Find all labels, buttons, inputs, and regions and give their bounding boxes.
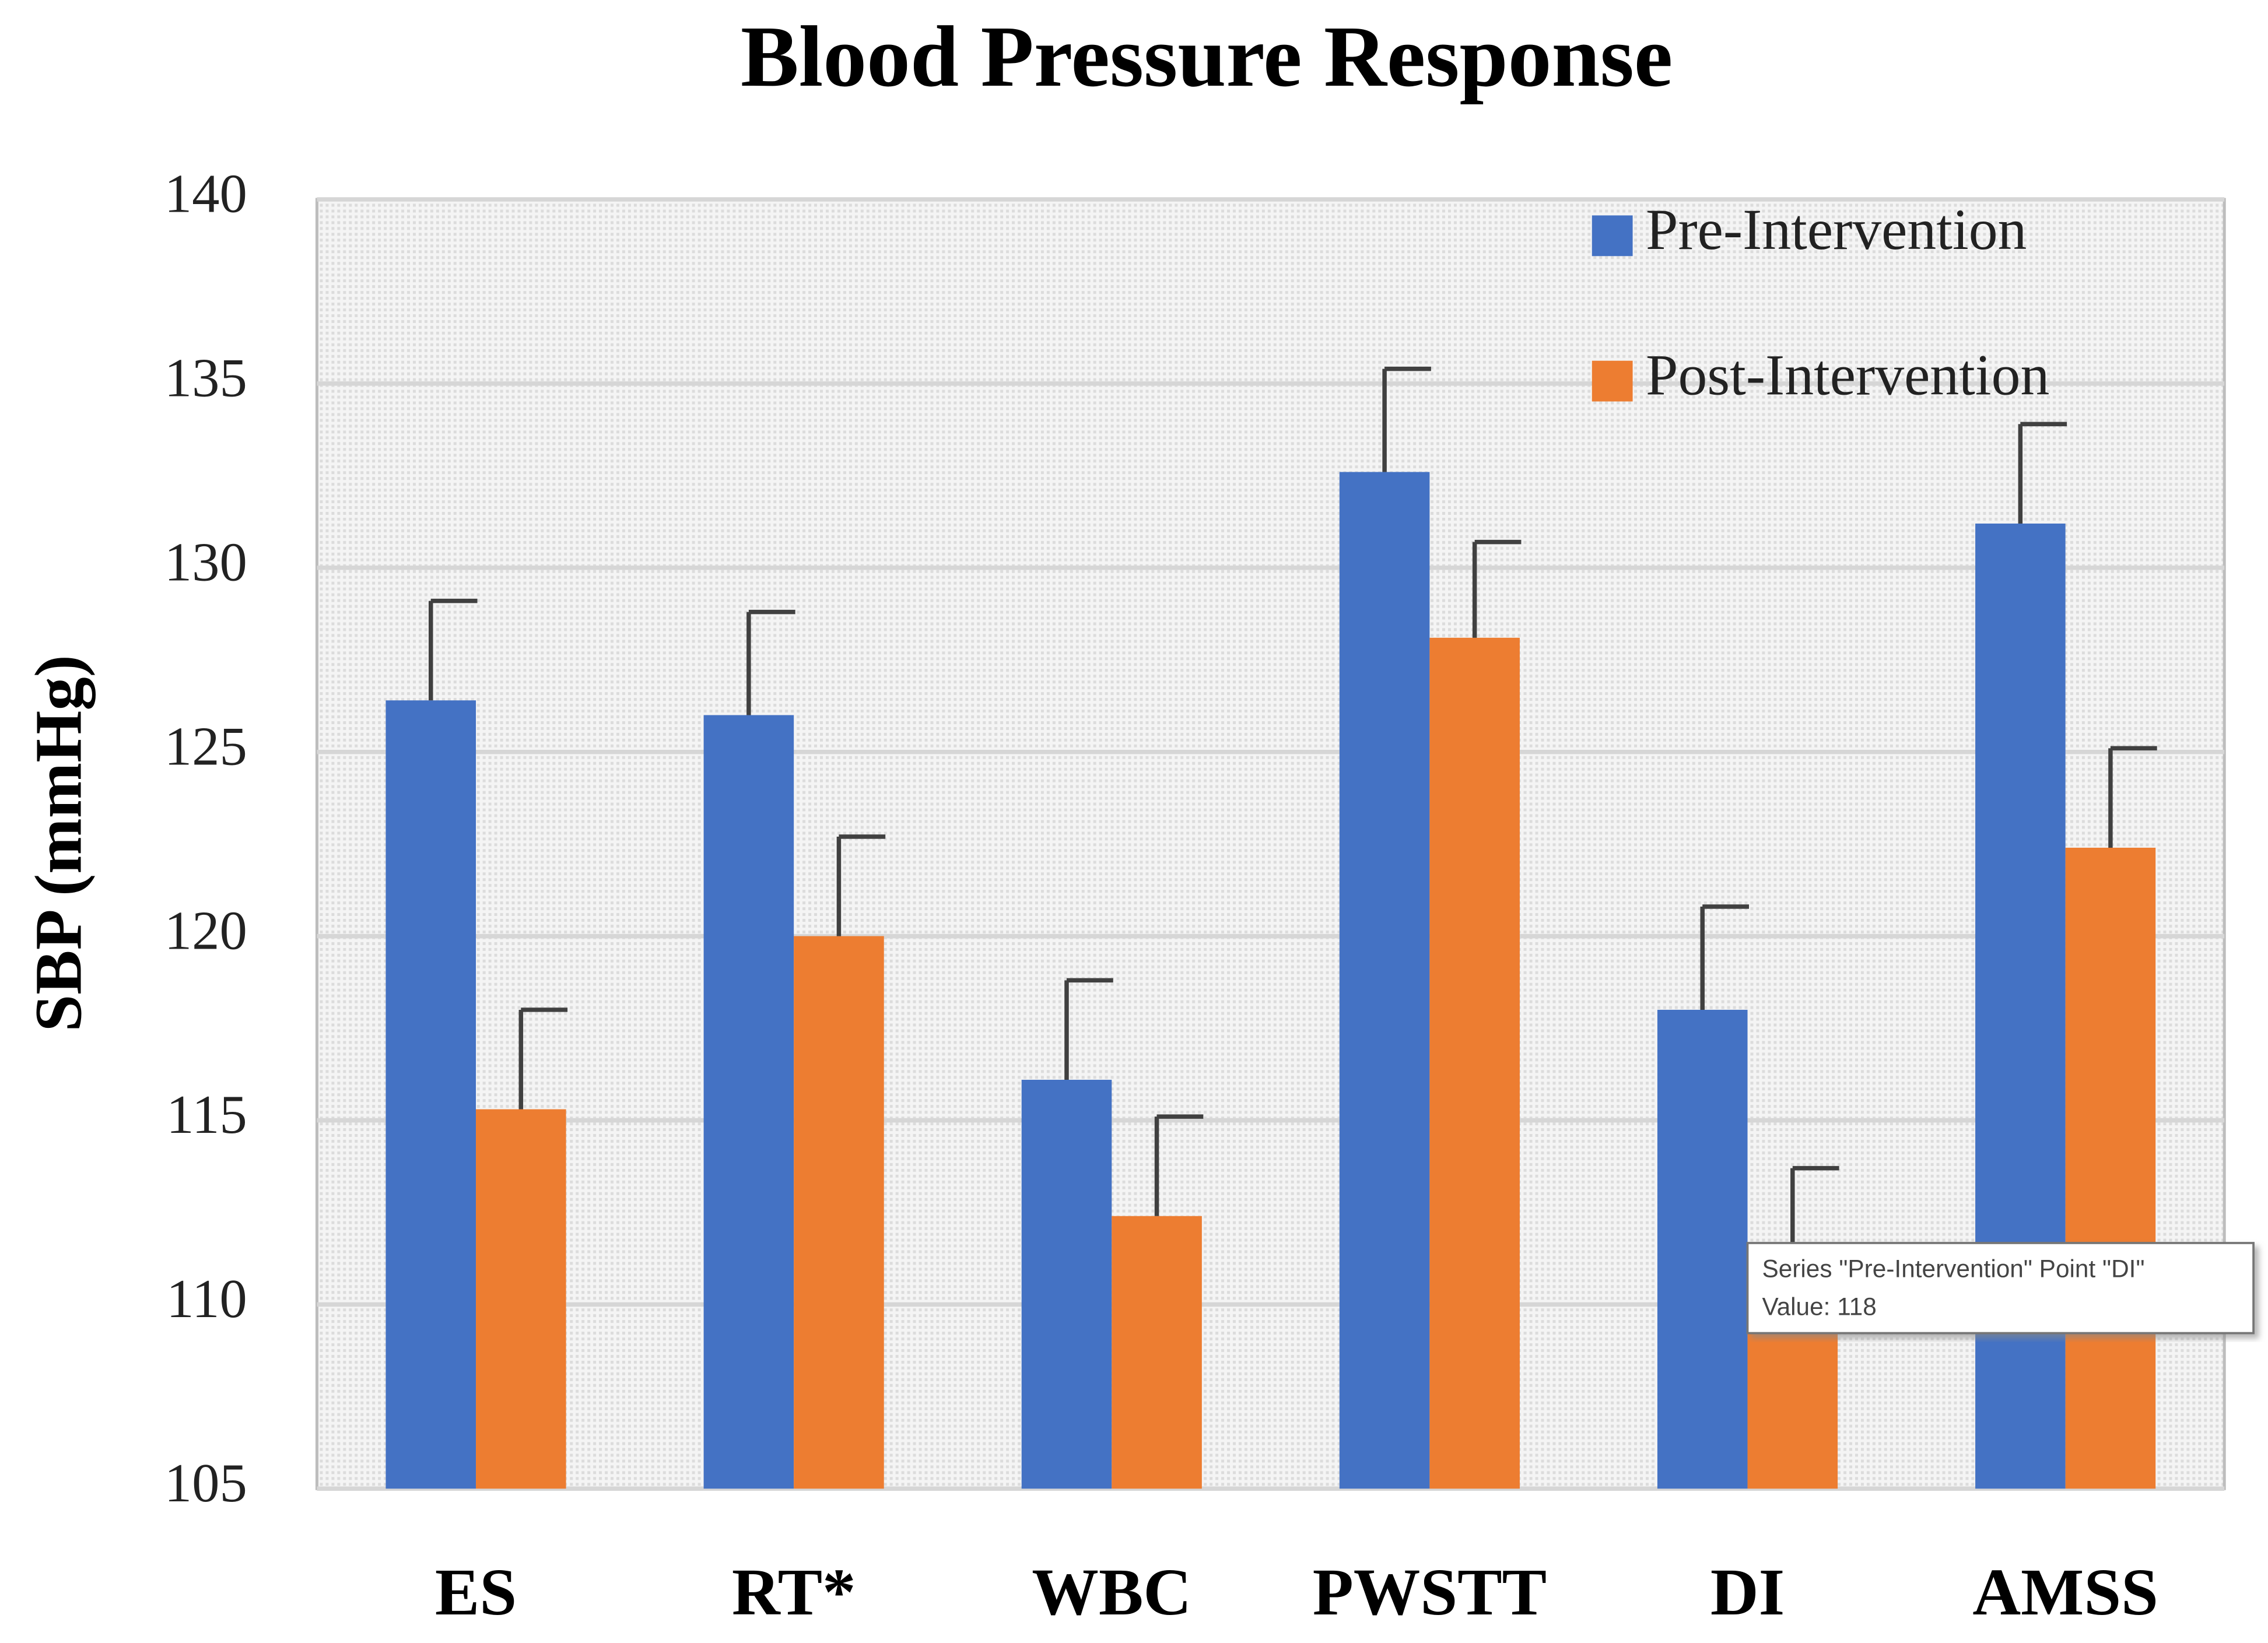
bar (1112, 1216, 1202, 1489)
y-tick-label: 105 (164, 1453, 247, 1514)
x-tick-label: PWSTT (1313, 1555, 1547, 1629)
y-tick-label: 130 (164, 532, 247, 593)
tooltip-box (1746, 1242, 2255, 1335)
bar (1975, 523, 2066, 1489)
error-bar (1064, 978, 1113, 1080)
error-bar (518, 1007, 568, 1110)
x-tick-label: AMSS (1972, 1555, 2158, 1629)
bar (1021, 1079, 1112, 1489)
chart-title: Blood Pressure Response (741, 9, 1673, 105)
tooltip-text: Series "Pre-Intervention" Point "DI" (1762, 1255, 2144, 1283)
error-bar (2018, 422, 2067, 524)
bar (1339, 472, 1430, 1489)
legend-swatch (1592, 215, 1633, 257)
error-bar (746, 609, 795, 715)
legend-swatch (1592, 360, 1633, 402)
error-bar (1700, 904, 1750, 1010)
bar (476, 1109, 566, 1489)
error-bar (2108, 746, 2157, 848)
x-tick-label: RT* (732, 1555, 856, 1629)
x-tick-label: ES (435, 1555, 517, 1629)
legend-label: Post-Intervention (1646, 343, 2049, 408)
y-tick-label: 135 (164, 348, 247, 409)
error-bar (836, 834, 886, 936)
y-axis-label: SBP (mmHg) (21, 655, 95, 1032)
bar (385, 700, 476, 1489)
x-tick-label: WBC (1032, 1555, 1191, 1629)
bar (703, 715, 794, 1489)
tooltip-text: Value: 118 (1762, 1293, 1876, 1320)
y-tick-label: 110 (166, 1269, 247, 1329)
error-bar (1472, 539, 1522, 638)
bar (794, 936, 884, 1489)
y-tick-label: 115 (166, 1084, 247, 1145)
bar (2065, 847, 2156, 1489)
legend-label: Pre-Intervention (1646, 197, 2027, 262)
y-tick-label: 125 (164, 716, 247, 777)
x-tick-label: DI (1710, 1555, 1785, 1629)
error-bar (1154, 1114, 1204, 1216)
tooltip: Series "Pre-Intervention" Point "DI" Valu… (1746, 1242, 2255, 1335)
bar (1657, 1009, 1748, 1489)
bar (1429, 637, 1520, 1489)
error-bar (1382, 366, 1431, 472)
y-tick-label: 120 (164, 900, 247, 961)
error-bar (429, 598, 478, 701)
y-tick-label: 140 (164, 164, 247, 224)
